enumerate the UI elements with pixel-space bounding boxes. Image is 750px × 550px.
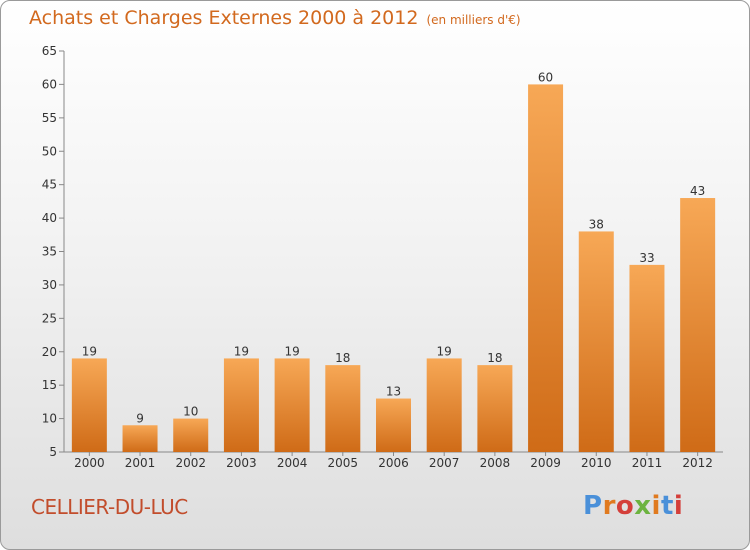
bar — [173, 418, 209, 452]
chart-title-text: Achats et Charges Externes 2000 à 2012 — [29, 7, 419, 29]
bar — [274, 358, 310, 452]
logo-letter: i — [651, 491, 661, 521]
y-tick-label: 10 — [42, 412, 57, 426]
y-tick-label: 50 — [42, 144, 57, 158]
place-name: CELLIER-DU-LUC — [31, 495, 188, 519]
data-label: 19 — [234, 344, 249, 358]
x-tick-label: 2003 — [226, 456, 257, 470]
data-label: 38 — [589, 217, 604, 231]
bar — [122, 425, 158, 452]
y-tick-label: 45 — [42, 178, 57, 192]
y-tick-label: 30 — [42, 278, 57, 292]
y-tick-label: 65 — [42, 44, 57, 58]
data-label: 19 — [437, 344, 452, 358]
bar — [680, 198, 716, 452]
bar — [71, 358, 107, 452]
data-label: 60 — [538, 70, 553, 84]
data-label: 19 — [82, 344, 97, 358]
x-tick-label: 2012 — [682, 456, 713, 470]
bar — [528, 84, 564, 453]
data-label: 13 — [386, 385, 401, 399]
x-tick-label: 2010 — [581, 456, 612, 470]
x-tick-label: 2009 — [530, 456, 561, 470]
data-label: 33 — [639, 251, 654, 265]
logo-letter: x — [634, 491, 652, 521]
logo-letter: t — [660, 491, 674, 521]
y-tick-label: 15 — [42, 378, 57, 392]
logo-letter: r — [602, 491, 616, 521]
data-label: 18 — [335, 351, 350, 365]
bar — [376, 398, 411, 452]
y-tick-label: 20 — [42, 345, 57, 359]
x-tick-label: 2007 — [429, 456, 460, 470]
bar — [325, 365, 361, 452]
logo-letter: o — [615, 491, 635, 521]
y-tick-label: 60 — [42, 77, 57, 91]
data-label: 43 — [690, 184, 705, 198]
chart-subtitle: (en milliers d'€) — [426, 13, 521, 27]
x-tick-label: 2005 — [328, 456, 359, 470]
chart-title: Achats et Charges Externes 2000 à 2012 (e… — [29, 7, 521, 29]
x-tick-label: 2001 — [125, 456, 156, 470]
y-tick-label: 35 — [42, 245, 57, 259]
logo-letter: P — [583, 491, 603, 521]
x-tick-label: 2008 — [480, 456, 511, 470]
y-tick-label: 40 — [42, 211, 57, 225]
x-tick-label: 2002 — [175, 456, 206, 470]
bar — [578, 231, 614, 452]
x-tick-label: 2006 — [378, 456, 409, 470]
proxiti-logo: Proxiti — [583, 491, 683, 521]
y-tick-label: 5 — [49, 445, 57, 459]
bar — [629, 264, 665, 452]
data-label: 9 — [136, 411, 144, 425]
data-label: 10 — [183, 405, 198, 419]
bar — [426, 358, 462, 452]
y-tick-label: 25 — [42, 311, 57, 325]
x-tick-label: 2004 — [277, 456, 308, 470]
bar — [477, 365, 513, 452]
x-tick-label: 2000 — [74, 456, 105, 470]
logo-letter: i — [673, 491, 684, 521]
data-label: 19 — [284, 344, 299, 358]
data-label: 18 — [487, 351, 502, 365]
bar — [223, 358, 259, 452]
y-tick-label: 55 — [42, 111, 57, 125]
x-tick-label: 2011 — [632, 456, 663, 470]
